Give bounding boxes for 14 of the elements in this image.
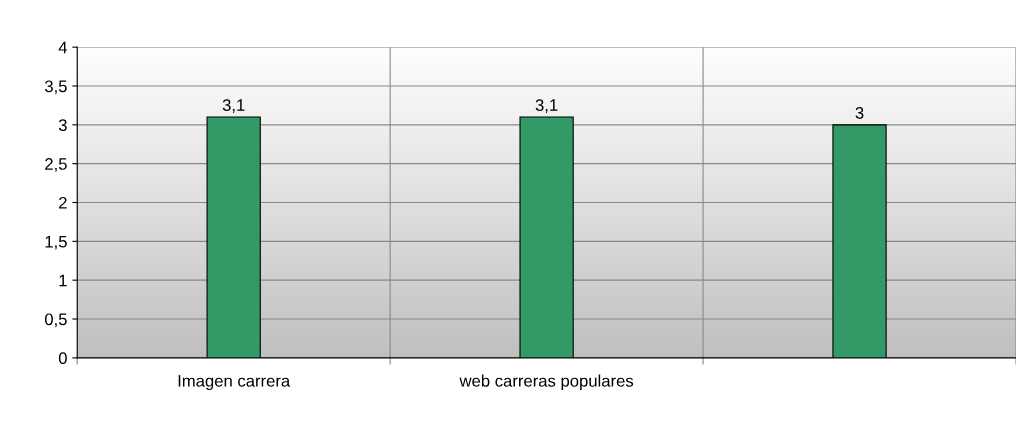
y-tick-label: 0 <box>58 352 67 365</box>
y-tick-label: 1,5 <box>45 235 67 250</box>
data-label: 3,1 <box>222 99 245 113</box>
data-label: 3,1 <box>535 99 558 113</box>
y-tick-label: 3,5 <box>44 80 67 95</box>
y-tick-label: 2,5 <box>45 158 67 172</box>
y-tick-label: 2 <box>59 196 67 209</box>
x-tick-label: web carreras populares <box>459 374 634 391</box>
y-tick-label: 3 <box>58 119 67 132</box>
x-tick-label: Imagen carrera <box>178 375 291 391</box>
y-tick-label: 1 <box>59 274 67 287</box>
y-tick-label: 0,5 <box>44 313 67 328</box>
y-tick-label: 4 <box>58 41 68 54</box>
data-label: 3 <box>855 106 864 119</box>
